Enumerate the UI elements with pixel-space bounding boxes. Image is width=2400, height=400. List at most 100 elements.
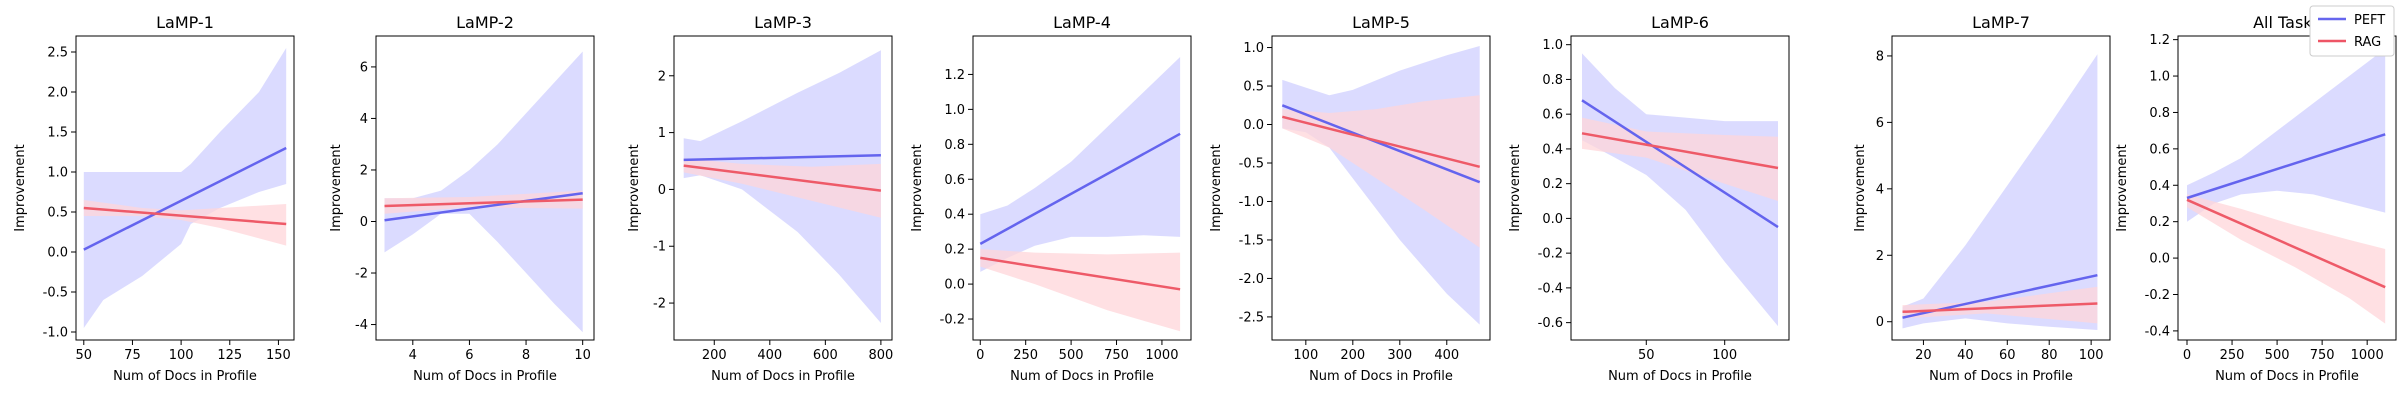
x-axis-label: Num of Docs in Profile (1608, 369, 1752, 384)
x-tick-label: 250 (1013, 348, 1038, 363)
y-axis-label: Improvement (1508, 144, 1523, 231)
y-tick-label: -2 (355, 267, 368, 282)
x-tick-label: 8 (522, 348, 530, 363)
x-tick-label: 1000 (2351, 348, 2384, 363)
panel-title: All Tasks (2253, 13, 2321, 32)
x-axis-label: Num of Docs in Profile (711, 369, 855, 384)
line-peft (1281, 104, 1481, 184)
y-axis-label: Improvement (910, 144, 925, 231)
x-tick-label: 0 (2183, 348, 2191, 363)
y-tick-label: -2.0 (1239, 272, 1264, 287)
x-axis-label: Num of Docs in Profile (113, 369, 257, 384)
y-tick-label: 1 (658, 126, 666, 141)
y-tick-label: 1.0 (47, 166, 68, 181)
band-rag (1902, 286, 2098, 324)
panel-title: LaMP-6 (1651, 13, 1709, 32)
y-tick-label: 0.4 (1542, 142, 1563, 157)
line-rag (980, 256, 1181, 291)
plot-area (1281, 46, 1481, 325)
x-tick-label: 600 (813, 348, 838, 363)
band-rag (1282, 95, 1480, 248)
axes-frame (1891, 35, 2111, 341)
y-tick-label: 0.0 (47, 246, 68, 261)
line-rag (384, 198, 583, 208)
y-tick-label: 0.4 (2149, 179, 2170, 194)
y-tick-label: 6 (360, 60, 368, 75)
band-rag (2187, 194, 2386, 324)
panel-title: LaMP-3 (754, 13, 812, 32)
line-peft (384, 191, 583, 222)
y-tick-label: 0.8 (2149, 106, 2170, 121)
y-tick-label: 0.6 (1542, 108, 1563, 123)
x-axis-label: Num of Docs in Profile (1309, 369, 1453, 384)
band-peft (1582, 53, 1778, 327)
y-tick-label: 0 (360, 215, 368, 230)
y-tick-label: -2.5 (1239, 310, 1264, 325)
panel-title: LaMP-7 (1972, 13, 2030, 32)
y-tick-label: -1.0 (1239, 195, 1264, 210)
plot-area (83, 48, 287, 328)
legend-label-peft: PEFT (2354, 13, 2385, 28)
y-axis-label: Improvement (13, 144, 28, 231)
axes-frame (972, 35, 1192, 341)
y-tick-label: 0.6 (944, 173, 965, 188)
plot-area (2186, 48, 2386, 324)
panel-8: 0 250 500 750 1000 -0.4 -0.2 0.0 0.2 0.4 0.6 0.8 1.0… (2115, 13, 2397, 384)
y-tick-label: -0.5 (43, 286, 68, 301)
x-tick-label: 400 (1434, 348, 1459, 363)
panel-title: LaMP-2 (456, 13, 514, 32)
panel-1: 50 75 100 125 150 -1.0 -0.5 0.0 0.5 1.0 1.5 2.0 2.5 L… (13, 13, 295, 384)
y-tick-label: 0.0 (1243, 118, 1264, 133)
x-tick-label: 800 (868, 348, 893, 363)
x-tick-label: 125 (217, 348, 242, 363)
y-axis-label: Improvement (1209, 144, 1224, 231)
y-tick-label: 0.0 (2149, 252, 2170, 267)
y-tick-label: 1.0 (2149, 70, 2170, 85)
y-tick-label: 2.5 (47, 46, 68, 61)
axes-frame (673, 35, 893, 341)
x-axis-label: Num of Docs in Profile (1929, 369, 2073, 384)
band-peft (1902, 54, 2098, 331)
y-axis-label: Improvement (627, 144, 642, 231)
band-rag (1582, 117, 1778, 201)
y-tick-label: 0.5 (47, 206, 68, 221)
axes-frame (75, 35, 295, 341)
x-tick-label: 100 (2079, 348, 2104, 363)
x-tick-label: 1000 (1145, 348, 1178, 363)
x-tick-label: 750 (1104, 348, 1129, 363)
y-tick-label: -0.2 (1538, 247, 1563, 262)
x-tick-label: 400 (757, 348, 782, 363)
panel-2: 4 6 8 10 -4 -2 0 2 4 6 LaMP-2 Num of Docs in Profil… (329, 13, 595, 384)
y-tick-label: 1.5 (47, 126, 68, 141)
x-axis-label: Num of Docs in Profile (2215, 369, 2359, 384)
x-tick-label: 500 (1059, 348, 1084, 363)
y-tick-label: 0.5 (1243, 80, 1264, 95)
line-rag (83, 206, 287, 226)
band-peft (384, 51, 583, 333)
y-tick-label: -1.0 (43, 326, 68, 341)
line-peft (83, 146, 287, 251)
x-tick-label: 100 (1712, 348, 1737, 363)
x-tick-label: 300 (1387, 348, 1412, 363)
plot-area (683, 50, 882, 323)
x-tick-label: 20 (1915, 348, 1932, 363)
y-axis-label: Improvement (2115, 144, 2130, 231)
y-tick-label: -1 (653, 240, 666, 255)
y-tick-label: 4 (360, 112, 368, 127)
band-peft (980, 57, 1181, 272)
panel-3: 200 400 600 800 -2 -1 0 1 2 LaMP-3 Num of Docs in … (627, 13, 893, 384)
y-tick-label: 2 (658, 69, 666, 84)
axes-frame (375, 35, 595, 341)
y-tick-label: -0.4 (1538, 281, 1563, 296)
y-tick-label: 0.6 (2149, 142, 2170, 157)
line-rag (1902, 302, 2098, 314)
band-rag (980, 249, 1181, 332)
y-tick-label: 0.2 (2149, 215, 2170, 230)
axes-frame (1570, 35, 1790, 341)
y-tick-label: 6 (1876, 116, 1884, 131)
line-rag (1581, 132, 1779, 170)
x-tick-label: 50 (76, 348, 93, 363)
y-tick-label: 1.2 (944, 68, 965, 83)
panel-title: LaMP-5 (1352, 13, 1410, 32)
